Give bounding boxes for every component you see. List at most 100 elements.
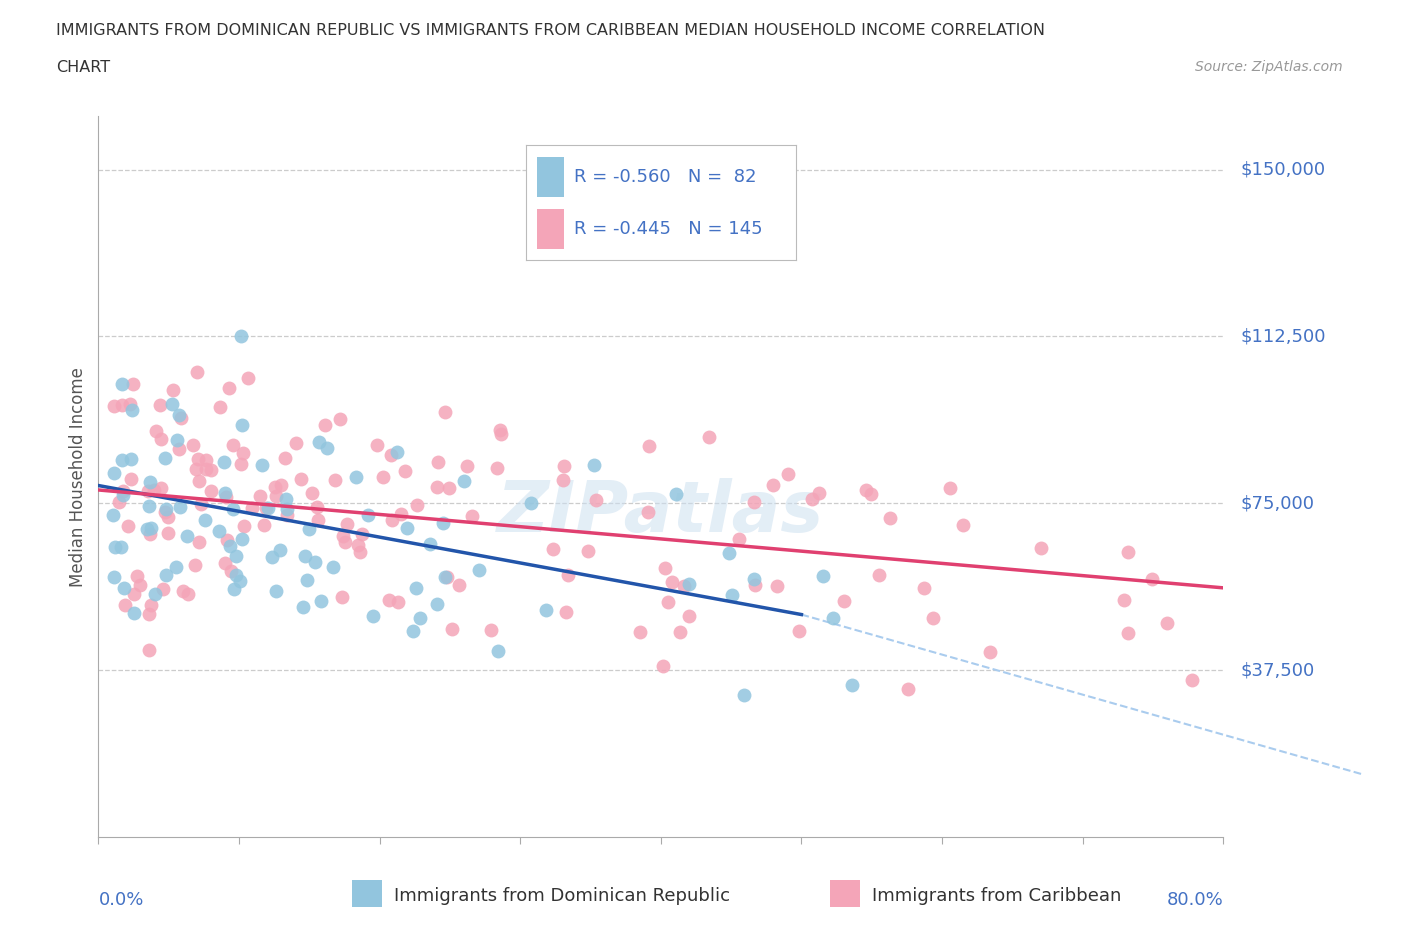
- Point: [1156, 616, 1178, 631]
- Point: [395, 520, 418, 535]
- Point: [143, 586, 166, 601]
- Point: [276, 508, 298, 523]
- Point: [718, 545, 741, 560]
- Point: [217, 533, 239, 548]
- Point: [520, 496, 543, 511]
- Point: [742, 495, 765, 510]
- Point: [269, 542, 291, 557]
- Point: [436, 569, 458, 584]
- Point: [194, 453, 217, 468]
- Point: [114, 597, 136, 612]
- Point: [172, 584, 194, 599]
- Point: [665, 486, 688, 501]
- Point: [678, 608, 700, 623]
- Point: [136, 483, 159, 498]
- Point: [229, 573, 252, 588]
- Point: [103, 569, 125, 584]
- Point: [440, 621, 463, 636]
- Point: [188, 473, 211, 488]
- Point: [304, 555, 326, 570]
- Text: Source: ZipAtlas.com: Source: ZipAtlas.com: [1195, 60, 1343, 74]
- Text: Immigrants from Dominican Republic: Immigrants from Dominican Republic: [394, 886, 730, 905]
- Point: [776, 467, 799, 482]
- Text: ZIPatlas: ZIPatlas: [498, 478, 824, 547]
- Point: [139, 474, 162, 489]
- Point: [108, 495, 131, 510]
- Point: [233, 519, 256, 534]
- Point: [264, 479, 287, 494]
- Point: [139, 526, 162, 541]
- Point: [214, 485, 236, 500]
- Point: [979, 644, 1001, 659]
- Point: [184, 557, 207, 572]
- Point: [222, 502, 245, 517]
- Point: [253, 518, 276, 533]
- Point: [697, 430, 720, 445]
- Point: [897, 682, 920, 697]
- Point: [385, 445, 408, 459]
- Point: [952, 518, 974, 533]
- Point: [290, 472, 312, 486]
- Point: [117, 518, 139, 533]
- Point: [742, 572, 765, 587]
- Point: [437, 480, 460, 495]
- Point: [371, 470, 394, 485]
- Point: [394, 464, 416, 479]
- Point: [156, 525, 179, 540]
- Text: 0.0%: 0.0%: [98, 891, 143, 909]
- Point: [129, 578, 152, 592]
- Point: [1029, 540, 1052, 555]
- Point: [231, 328, 253, 343]
- Point: [322, 560, 344, 575]
- Point: [166, 433, 188, 448]
- Point: [762, 478, 785, 493]
- Point: [295, 572, 318, 587]
- Text: CHART: CHART: [56, 60, 110, 75]
- Point: [103, 399, 125, 414]
- Point: [678, 577, 700, 591]
- Point: [733, 687, 755, 702]
- Point: [120, 472, 142, 486]
- Point: [1181, 672, 1204, 687]
- Point: [387, 595, 409, 610]
- Point: [630, 625, 652, 640]
- Point: [222, 437, 245, 452]
- Point: [285, 436, 308, 451]
- Point: [314, 418, 336, 432]
- Point: [344, 470, 367, 485]
- Point: [176, 528, 198, 543]
- Point: [652, 658, 675, 673]
- Point: [240, 500, 263, 515]
- Point: [672, 578, 695, 593]
- Point: [274, 492, 297, 507]
- Point: [939, 480, 962, 495]
- Point: [329, 411, 352, 426]
- Point: [294, 549, 316, 564]
- Point: [138, 499, 160, 514]
- Point: [381, 512, 404, 527]
- Y-axis label: Median Household Income: Median Household Income: [69, 366, 87, 587]
- Point: [316, 441, 339, 456]
- Point: [637, 504, 659, 519]
- Point: [461, 509, 484, 524]
- Point: [361, 608, 384, 623]
- Point: [349, 544, 371, 559]
- Point: [231, 418, 253, 432]
- Point: [101, 508, 124, 523]
- Point: [879, 511, 901, 525]
- Point: [765, 578, 787, 593]
- Point: [366, 437, 388, 452]
- Point: [859, 487, 882, 502]
- Point: [162, 397, 184, 412]
- Point: [231, 531, 253, 546]
- Point: [432, 515, 454, 530]
- Point: [177, 587, 200, 602]
- Point: [215, 489, 238, 504]
- Point: [212, 455, 235, 470]
- Point: [447, 578, 470, 592]
- Point: [347, 538, 370, 552]
- Point: [208, 524, 231, 538]
- Text: IMMIGRANTS FROM DOMINICAN REPUBLIC VS IMMIGRANTS FROM CARIBBEAN MEDIAN HOUSEHOLD: IMMIGRANTS FROM DOMINICAN REPUBLIC VS IM…: [56, 23, 1045, 38]
- Point: [225, 549, 247, 564]
- Point: [256, 500, 278, 515]
